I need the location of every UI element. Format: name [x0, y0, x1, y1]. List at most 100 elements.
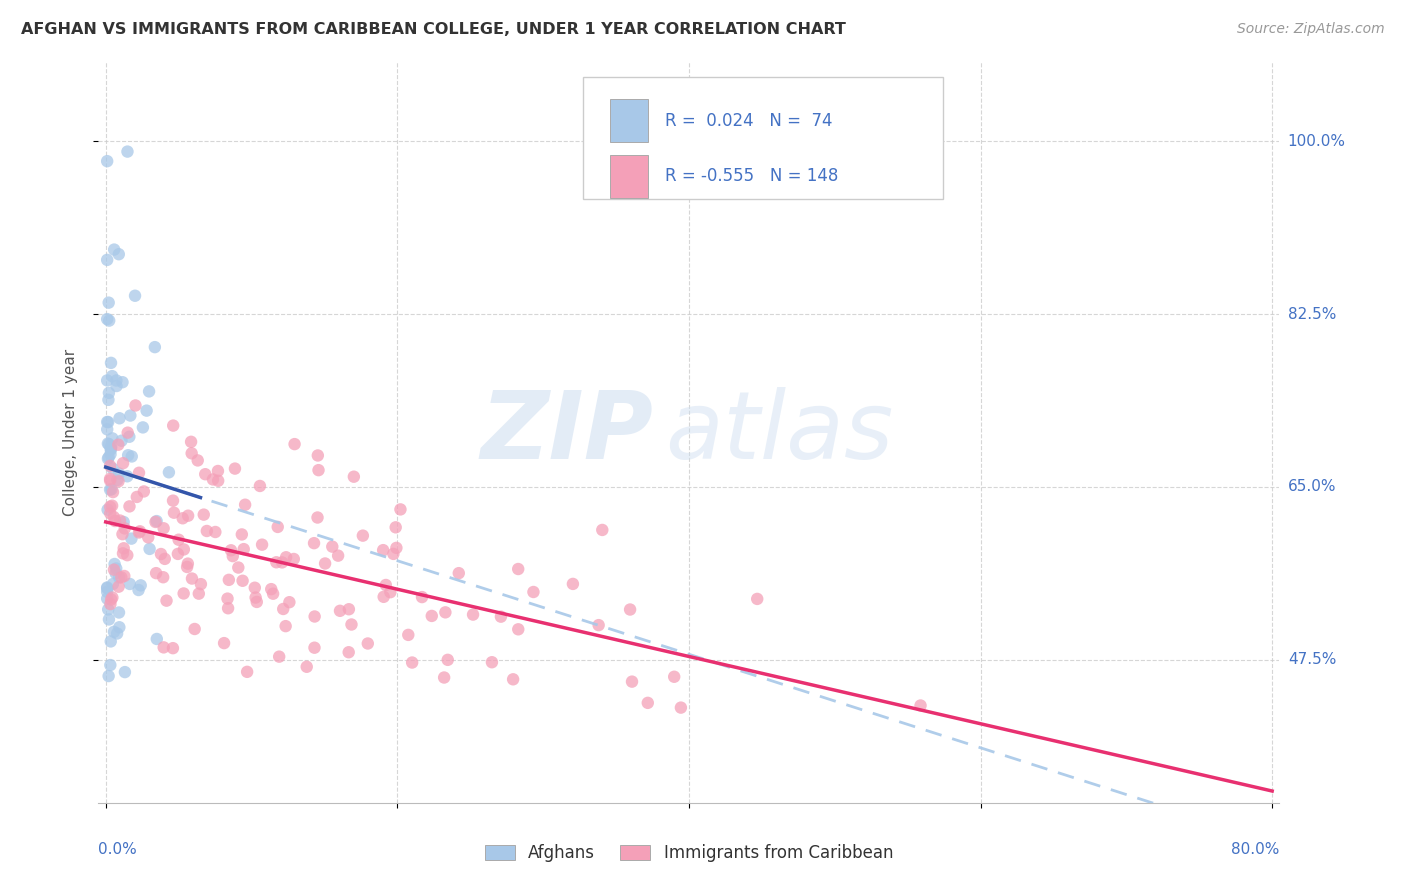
Point: [98, 658, 121, 673]
Point: [162, 641, 184, 656]
Point: [357, 636, 380, 650]
Point: [125, 490, 148, 504]
Point: [172, 511, 194, 525]
Point: [105, 626, 128, 640]
Point: [157, 465, 180, 479]
Point: [145, 514, 167, 528]
Point: [384, 520, 406, 534]
Point: [207, 474, 229, 488]
Point: [108, 570, 131, 584]
Point: [588, 618, 610, 632]
Point: [195, 524, 218, 538]
Point: [112, 541, 135, 556]
Point: [110, 570, 132, 584]
Point: [243, 581, 266, 595]
Point: [411, 590, 433, 604]
Point: [117, 469, 139, 483]
Point: [173, 542, 195, 557]
Point: [321, 540, 343, 554]
Point: [101, 461, 124, 475]
Point: [637, 696, 659, 710]
Point: [910, 698, 932, 713]
Point: [100, 634, 122, 648]
Point: [447, 566, 470, 581]
Text: 82.5%: 82.5%: [1288, 307, 1336, 322]
Legend: Afghans, Immigrants from Caribbean: Afghans, Immigrants from Caribbean: [478, 838, 900, 869]
Point: [337, 645, 360, 659]
Point: [110, 434, 132, 448]
Point: [232, 574, 254, 588]
Point: [153, 552, 176, 566]
Point: [420, 608, 443, 623]
Point: [114, 521, 136, 535]
Point: [136, 530, 159, 544]
Text: 47.5%: 47.5%: [1288, 652, 1336, 667]
Point: [96, 312, 118, 326]
Point: [201, 472, 224, 486]
Point: [187, 453, 209, 467]
Point: [108, 606, 131, 620]
Point: [177, 508, 200, 523]
Point: [98, 483, 121, 497]
Point: [98, 506, 121, 520]
Point: [262, 587, 284, 601]
Text: Source: ZipAtlas.com: Source: ZipAtlas.com: [1237, 22, 1385, 37]
Point: [112, 569, 135, 583]
Point: [124, 399, 146, 413]
Text: 100.0%: 100.0%: [1288, 134, 1346, 149]
Point: [97, 602, 120, 616]
Point: [183, 622, 205, 636]
Point: [180, 446, 202, 460]
Point: [284, 437, 307, 451]
Point: [669, 700, 692, 714]
Point: [132, 484, 155, 499]
Point: [107, 247, 129, 261]
Point: [117, 145, 139, 159]
Point: [98, 472, 121, 486]
Point: [97, 436, 120, 450]
Point: [152, 570, 174, 584]
Point: [307, 449, 329, 463]
Point: [167, 533, 190, 547]
Text: AFGHAN VS IMMIGRANTS FROM CARIBBEAN COLLEGE, UNDER 1 YEAR CORRELATION CHART: AFGHAN VS IMMIGRANTS FROM CARIBBEAN COLL…: [21, 22, 846, 37]
Point: [114, 665, 136, 679]
Point: [271, 555, 294, 569]
Point: [117, 448, 139, 462]
Point: [218, 573, 240, 587]
Text: 0.0%: 0.0%: [98, 842, 138, 856]
Point: [98, 500, 121, 514]
Point: [481, 655, 503, 669]
Point: [249, 479, 271, 493]
Point: [135, 403, 157, 417]
Point: [250, 538, 273, 552]
Point: [389, 502, 412, 516]
Point: [112, 456, 135, 470]
Point: [747, 591, 769, 606]
Point: [304, 640, 326, 655]
Point: [401, 656, 423, 670]
Y-axis label: College, Under 1 year: College, Under 1 year: [63, 349, 77, 516]
Point: [124, 289, 146, 303]
Point: [128, 582, 150, 597]
Point: [107, 580, 129, 594]
Point: [143, 340, 166, 354]
Point: [96, 422, 118, 436]
Point: [101, 485, 124, 500]
Point: [132, 420, 155, 434]
Point: [314, 557, 336, 571]
Point: [96, 591, 118, 606]
Point: [145, 566, 167, 581]
Point: [373, 590, 395, 604]
Point: [219, 543, 242, 558]
Point: [138, 384, 160, 399]
Point: [176, 560, 198, 574]
Text: ZIP: ZIP: [481, 386, 654, 479]
Point: [190, 577, 212, 591]
Point: [100, 597, 122, 611]
FancyBboxPatch shape: [582, 78, 943, 200]
Point: [145, 515, 167, 529]
Point: [591, 523, 613, 537]
Point: [138, 541, 160, 556]
Point: [266, 555, 288, 569]
Bar: [610, 155, 648, 198]
